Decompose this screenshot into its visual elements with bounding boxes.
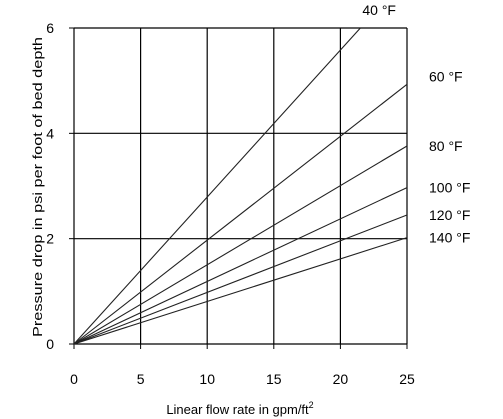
series-line [73,214,408,345]
y-tick-label: 2 [46,231,54,247]
series-label: 140 °F [429,230,470,246]
series-line [73,237,408,345]
series-label: 40 °F [362,2,396,18]
x-axis-title: Linear flow rate in gpm/ft2 [166,400,313,417]
series-layer [73,27,408,345]
x-tick-label: 20 [333,371,349,387]
series-label: 80 °F [429,138,463,154]
x-tick-label: 15 [266,371,282,387]
y-tick-label: 4 [46,125,54,141]
y-axis-title: Pressure drop in psi per foot of bed dep… [30,37,45,337]
series-line [73,187,408,345]
x-tick-label: 25 [399,371,415,387]
series-labels: 40 °F 60 °F 80 °F 100 °F 120 °F 140 °F [362,2,470,246]
grid-layer [69,27,408,349]
series-label: 60 °F [429,68,463,84]
tick-labels: 0 5 10 15 20 25 0 2 4 6 [46,20,415,387]
series-label: 120 °F [429,207,470,223]
series-line [73,83,408,345]
y-tick-label: 6 [46,20,54,36]
series-label: 100 °F [429,180,470,196]
x-tick-label: 0 [70,371,78,387]
x-tick-label: 5 [137,371,145,387]
x-tick-label: 10 [199,371,215,387]
y-tick-label: 0 [46,336,54,352]
series-line [73,27,361,345]
series-line [73,145,408,345]
